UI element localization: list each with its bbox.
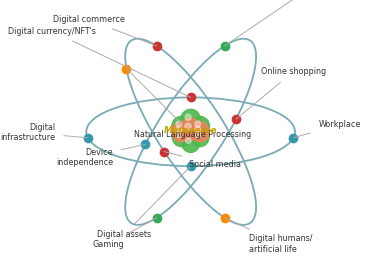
Text: Digital
infrastructure: Digital infrastructure xyxy=(0,123,88,142)
Circle shape xyxy=(181,109,201,130)
Text: Online shopping: Online shopping xyxy=(236,67,326,119)
Text: Digital humans/
artificial life: Digital humans/ artificial life xyxy=(225,218,313,254)
Circle shape xyxy=(182,133,200,152)
Circle shape xyxy=(195,121,201,127)
Circle shape xyxy=(172,116,191,137)
Circle shape xyxy=(185,123,191,130)
Text: Natural Language Processing: Natural Language Processing xyxy=(126,69,251,139)
Text: Device
independence: Device independence xyxy=(56,144,145,167)
Circle shape xyxy=(195,126,201,132)
Circle shape xyxy=(195,132,201,138)
Circle shape xyxy=(191,122,209,142)
Circle shape xyxy=(186,138,191,143)
Circle shape xyxy=(185,114,191,120)
Text: Metaverse: Metaverse xyxy=(164,126,217,135)
Circle shape xyxy=(176,132,182,138)
Circle shape xyxy=(176,121,182,127)
Text: Digital commerce: Digital commerce xyxy=(52,15,157,46)
Text: Social media: Social media xyxy=(164,152,241,169)
Circle shape xyxy=(176,126,182,132)
Circle shape xyxy=(191,116,209,137)
Text: Gaming: Gaming xyxy=(93,218,157,248)
Text: Workplace: Workplace xyxy=(294,120,361,138)
Text: Digital assets: Digital assets xyxy=(97,166,190,239)
Circle shape xyxy=(172,128,190,147)
Circle shape xyxy=(191,128,209,147)
Text: Digital currency/NFT's: Digital currency/NFT's xyxy=(8,27,191,97)
Text: Social/entertainment events: Social/entertainment events xyxy=(225,0,371,46)
Circle shape xyxy=(180,118,201,140)
Circle shape xyxy=(172,122,191,142)
